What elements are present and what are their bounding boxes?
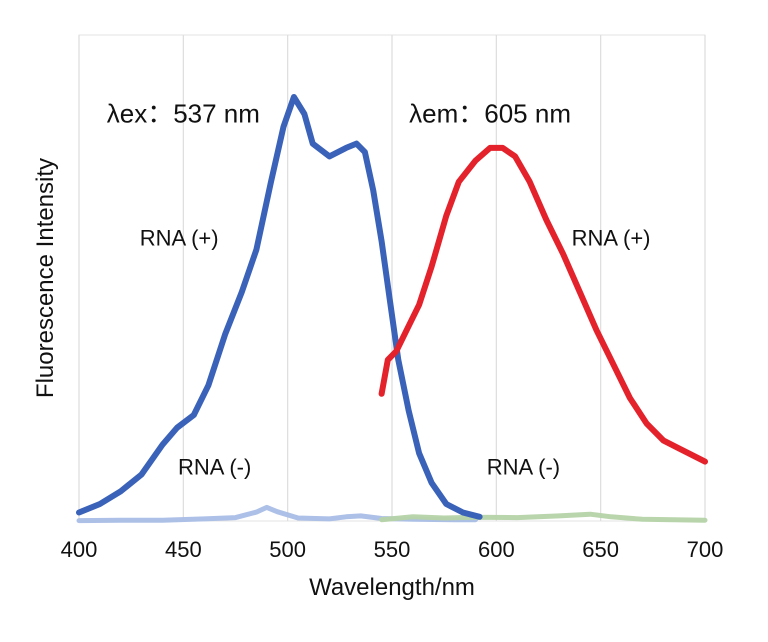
x-axis-title: Wavelength/nm bbox=[309, 574, 475, 601]
series-annotation-3: RNA (+) bbox=[140, 225, 219, 250]
series-line-3 bbox=[378, 144, 708, 465]
y-axis-title: Fluorescence Intensity bbox=[32, 158, 59, 398]
series-line-1 bbox=[76, 94, 483, 520]
x-tick-label-700: 700 bbox=[687, 537, 724, 562]
gridlines bbox=[78, 35, 706, 521]
peak-annotation-2: λem：605 nm bbox=[409, 98, 571, 128]
x-tick-label-450: 450 bbox=[165, 537, 202, 562]
x-tick-label-500: 500 bbox=[269, 537, 306, 562]
x-tick-labels: 400 450 500 550 600 650 700 bbox=[61, 537, 724, 562]
annotations: λex：537 nm λem：605 nm RNA (+) RNA (-) RNA (+… bbox=[107, 98, 651, 479]
series-line-4 bbox=[379, 511, 708, 523]
series-annotation-6: RNA (-) bbox=[487, 454, 560, 479]
x-tick-label-650: 650 bbox=[582, 537, 619, 562]
series-layer bbox=[76, 94, 708, 524]
x-tick-label-400: 400 bbox=[61, 537, 98, 562]
series-annotation-5: RNA (+) bbox=[572, 225, 651, 250]
x-tick-label-600: 600 bbox=[478, 537, 515, 562]
x-tick-label-550: 550 bbox=[374, 537, 411, 562]
series-annotation-4: RNA (-) bbox=[178, 454, 251, 479]
peak-annotation-1: λex：537 nm bbox=[107, 98, 260, 128]
